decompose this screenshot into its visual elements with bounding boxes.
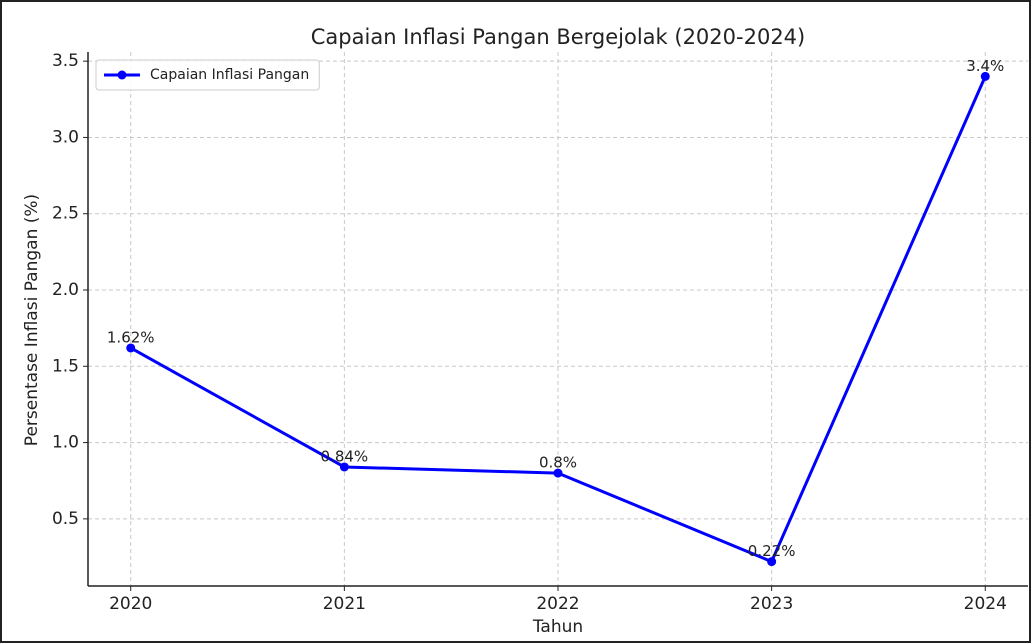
x-tick-label: 2023 <box>750 594 793 614</box>
point <box>980 71 990 81</box>
y-tick-label: 1.5 <box>52 356 79 376</box>
data-label: 1.62% <box>107 328 155 346</box>
x-axis-label: Tahun <box>532 617 583 637</box>
x-tick-label: 2022 <box>536 594 579 614</box>
y-tick-label: 1.0 <box>52 433 79 453</box>
y-tick-label: 3.0 <box>52 127 79 147</box>
y-tick-label: 0.5 <box>52 509 79 529</box>
point <box>767 557 777 567</box>
y-axis-label: Persentase Inflasi Pangan (%) <box>22 194 42 446</box>
x-tick-label: 2024 <box>964 594 1007 614</box>
legend-label: Capaian Inflasi Pangan <box>150 67 309 83</box>
point <box>126 343 136 353</box>
data-label: 0.84% <box>321 447 369 465</box>
legend-marker <box>117 70 127 80</box>
y-tick-label: 2.0 <box>52 280 79 300</box>
x-tick-label: 2020 <box>109 594 152 614</box>
point <box>553 468 563 478</box>
point <box>339 462 349 472</box>
y-tick-label: 3.5 <box>52 51 79 71</box>
data-label: 0.22% <box>748 542 796 560</box>
y-tick-label: 2.5 <box>52 204 79 224</box>
x-tick-label: 2021 <box>323 594 366 614</box>
legend-box <box>95 59 320 91</box>
data-label: 3.4% <box>966 57 1004 75</box>
data-label: 0.8% <box>539 454 577 472</box>
chart-title: Capaian Inflasi Pangan Bergejolak (2020-… <box>311 25 805 49</box>
